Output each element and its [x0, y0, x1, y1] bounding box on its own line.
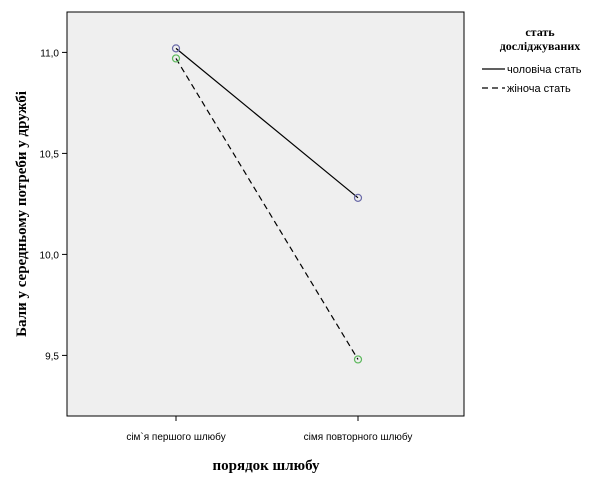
data-point [171, 44, 181, 53]
plot-area [66, 11, 465, 417]
legend-title-line1: стать [525, 25, 555, 39]
x-tick-label: сім`я першого шлюбу [126, 431, 225, 443]
series-layer [171, 44, 363, 364]
legend-item-male: чоловіча стать [507, 64, 582, 76]
data-point [353, 193, 363, 202]
y-tick-label: 10,0 [40, 250, 60, 261]
data-point [171, 54, 181, 63]
y-tick-label: 9,5 [45, 351, 59, 362]
series-line-0 [175, 47, 359, 199]
y-axis: 9,5 10,0 10,5 11,0 [40, 48, 67, 362]
x-tick-label: сімя повторного шлюбу [304, 431, 413, 443]
x-axis: сім`я першого шлюбу сімя повторного шлюбу [126, 416, 412, 443]
x-axis-label: порядок шлюбу [212, 458, 320, 474]
legend-title-line2: досліджуваних [500, 39, 581, 53]
legend: стать досліджуваних чоловіча стать жіноч… [482, 25, 582, 95]
legend-item-female: жіноча стать [507, 83, 571, 95]
y-tick-label: 11,0 [40, 48, 59, 59]
data-point [353, 355, 363, 364]
series-line-1 [175, 58, 359, 360]
y-axis-label: Бали у середньому потреби у дружбі [14, 91, 30, 337]
y-tick-label: 10,5 [40, 149, 60, 160]
